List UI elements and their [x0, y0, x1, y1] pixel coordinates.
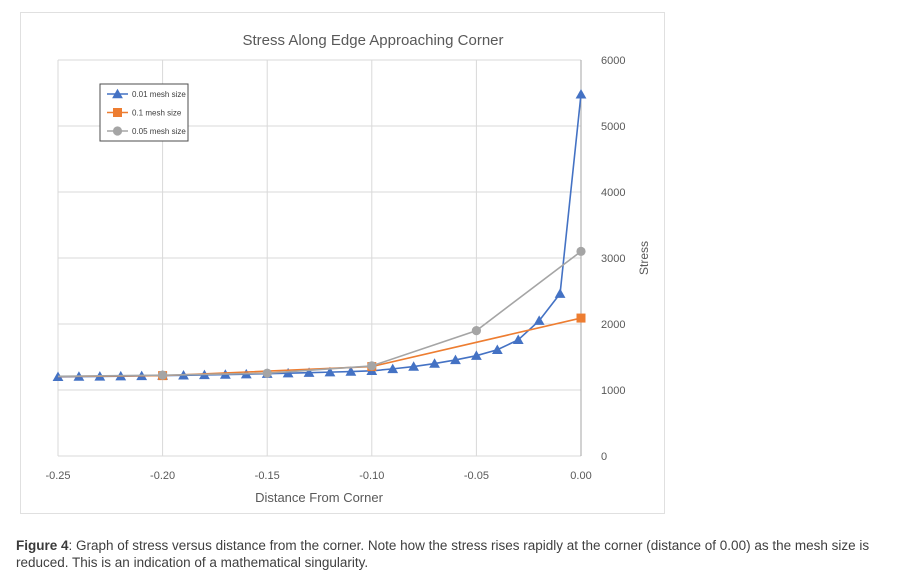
legend: 0.01 mesh size 0.1 mesh size 0.05 mesh siz… [100, 84, 188, 141]
y-axis-title: Stress [637, 241, 651, 275]
y-tick-label: 4000 [601, 187, 625, 199]
stress-chart: Stress Along Edge Approaching Corner -0.… [21, 13, 666, 515]
legend-item: 0.05 mesh size [107, 126, 186, 136]
x-tick-label: -0.20 [150, 470, 175, 482]
data-point-marker [555, 288, 566, 298]
legend-marker-icon [113, 108, 122, 117]
x-tick-label: 0.00 [570, 470, 591, 482]
chart-figure: Stress Along Edge Approaching Corner -0.… [20, 12, 665, 514]
x-tick-label: -0.25 [45, 470, 70, 482]
series-0.05-mesh-size [58, 247, 586, 380]
legend-label: 0.05 mesh size [132, 127, 186, 136]
x-tick-label: -0.10 [359, 470, 384, 482]
data-point-marker [576, 247, 585, 256]
data-point-marker [492, 344, 503, 354]
y-tick-label: 2000 [601, 319, 625, 331]
x-axis-title: Distance From Corner [255, 490, 384, 505]
legend-marker-icon [113, 126, 122, 135]
data-point-marker [577, 314, 586, 323]
figure-caption-text: : Graph of stress versus distance from t… [16, 538, 869, 571]
chart-title: Stress Along Edge Approaching Corner [243, 32, 504, 49]
figure-label: Figure 4 [16, 538, 69, 553]
data-point-marker [576, 89, 587, 99]
data-point-marker [367, 361, 376, 370]
y-tick-label: 0 [601, 451, 607, 463]
data-point-marker [472, 326, 481, 335]
legend-label: 0.01 mesh size [132, 90, 186, 99]
data-point-marker [158, 371, 167, 380]
y-tick-label: 6000 [601, 55, 625, 67]
x-tick-label: -0.05 [464, 470, 489, 482]
y-tick-label: 5000 [601, 121, 625, 133]
data-point-marker [263, 369, 272, 378]
y-tick-label: 3000 [601, 253, 625, 265]
x-tick-label: -0.15 [255, 470, 280, 482]
figure-caption: Figure 4: Graph of stress versus distanc… [16, 537, 911, 572]
legend-item: 0.1 mesh size [107, 108, 182, 118]
series-line [58, 251, 581, 376]
legend-label: 0.1 mesh size [132, 109, 182, 118]
y-tick-label: 1000 [601, 385, 625, 397]
